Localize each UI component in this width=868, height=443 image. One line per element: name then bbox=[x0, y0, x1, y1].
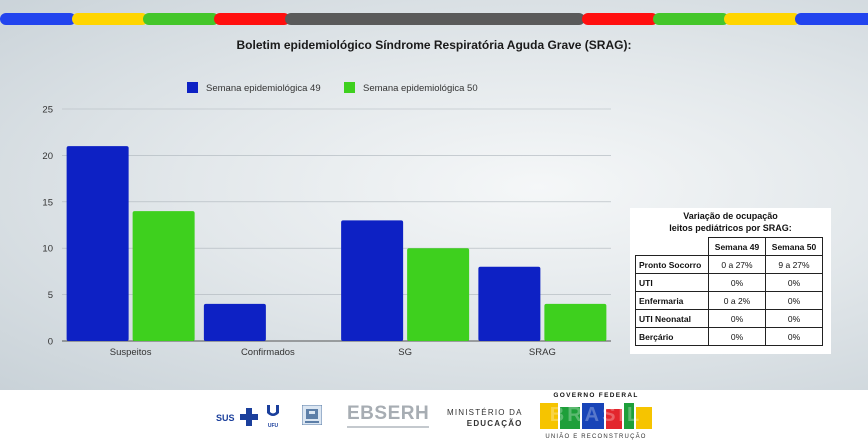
sus-cross-icon bbox=[239, 408, 258, 426]
ministry-logo: MINISTÉRIO DA EDUCAÇÃO bbox=[447, 407, 523, 429]
x-axis-ticks: Suspeitos Confirmados SG SRAG bbox=[110, 347, 556, 358]
occupancy-header-row: Semana 49 Semana 50 bbox=[635, 237, 823, 256]
bar-series-1-suspeitos bbox=[66, 146, 129, 341]
bars bbox=[66, 146, 607, 341]
y-tick-label: 0 bbox=[48, 337, 53, 348]
cell-week-50: 0% bbox=[765, 291, 823, 310]
color-stripe-9 bbox=[795, 13, 868, 25]
y-tick-label: 25 bbox=[42, 105, 53, 116]
color-stripe-1 bbox=[0, 13, 76, 25]
row-label: Enfermaria bbox=[635, 291, 709, 310]
ebserh-subline-decoration bbox=[347, 426, 429, 428]
occupancy-header-week-50: Semana 50 bbox=[765, 237, 823, 256]
legend-swatch-series-1 bbox=[187, 82, 198, 93]
row-label: Berçário bbox=[635, 327, 709, 346]
legend-swatch-series-2 bbox=[344, 82, 355, 93]
cell-week-50: 9 a 27% bbox=[765, 255, 823, 274]
table-row: Berçário 0% 0% bbox=[635, 327, 823, 346]
table-row: Pronto Socorro 0 a 27% 9 a 27% bbox=[635, 255, 823, 274]
bar-series-1-sg bbox=[341, 220, 404, 341]
bar-series-2-sg bbox=[407, 248, 470, 341]
bar-series-2-srag bbox=[544, 303, 607, 341]
color-stripe-6 bbox=[582, 13, 658, 25]
table-row: UTI Neonatal 0% 0% bbox=[635, 309, 823, 328]
occupancy-title-line-2: leitos pediátricos por SRAG: bbox=[669, 223, 792, 233]
cell-week-49: 0% bbox=[708, 327, 766, 346]
legend: Semana epidemiológica 49 Semana epidemio… bbox=[187, 82, 478, 94]
ebserh-logo-text: EBSERH bbox=[347, 403, 430, 424]
bar-series-1-srag bbox=[478, 266, 541, 341]
color-stripe-8 bbox=[724, 13, 800, 25]
brasil-color-shapes bbox=[540, 403, 652, 429]
ebserh-logo: EBSERH bbox=[347, 404, 429, 428]
gov-label: GOVERNO FEDERAL bbox=[553, 392, 639, 399]
chart-background: Boletim epidemiológico Síndrome Respirat… bbox=[0, 0, 868, 390]
x-tick-label: Confirmados bbox=[241, 347, 295, 358]
x-tick-label: Suspeitos bbox=[110, 347, 152, 358]
cell-week-49: 0% bbox=[708, 309, 766, 328]
x-tick-label: SG bbox=[398, 347, 412, 358]
bar-series-1-confirmados bbox=[203, 303, 266, 341]
row-label: Pronto Socorro bbox=[635, 255, 709, 274]
occupancy-header-empty bbox=[635, 237, 709, 256]
bar-series-2-suspeitos bbox=[132, 211, 195, 341]
ministry-line-1: MINISTÉRIO DA bbox=[447, 408, 523, 417]
sus-logo-text: SUS bbox=[216, 413, 235, 424]
hospital-emblem-icon bbox=[301, 404, 323, 430]
cell-week-50: 0% bbox=[765, 309, 823, 328]
legend-label-series-2: Semana epidemiológica 50 bbox=[363, 83, 478, 94]
cell-week-50: 0% bbox=[765, 273, 823, 292]
occupancy-title-line-1: Variação de ocupação bbox=[683, 211, 778, 221]
y-tick-label: 10 bbox=[42, 244, 53, 255]
ufu-emblem-icon bbox=[267, 405, 279, 416]
gov-brasil-logo: GOVERNO FEDERAL BRASIL UNIÃO E RECONSTRU… bbox=[538, 390, 654, 442]
brasil-wordmark: BRASIL bbox=[538, 401, 654, 431]
cell-week-49: 0 a 2% bbox=[708, 291, 766, 310]
color-stripe-4 bbox=[214, 13, 290, 25]
chart-title: Boletim epidemiológico Síndrome Respirat… bbox=[236, 38, 632, 52]
ufu-logo-text: UFU bbox=[267, 423, 279, 429]
gov-slogan: UNIÃO E RECONSTRUÇÃO bbox=[545, 434, 647, 440]
y-tick-label: 5 bbox=[48, 290, 53, 301]
sus-logo: SUS bbox=[216, 408, 258, 426]
ministry-line-2: EDUCAÇÃO bbox=[466, 419, 523, 428]
y-tick-label: 20 bbox=[42, 151, 53, 162]
x-tick-label: SRAG bbox=[529, 347, 556, 358]
color-stripe-2 bbox=[72, 13, 148, 25]
occupancy-table: Semana 49 Semana 50 Pronto Socorro 0 a 2… bbox=[635, 237, 823, 346]
ufu-logo: UFU bbox=[264, 404, 282, 429]
y-tick-label: 15 bbox=[42, 197, 53, 208]
footer-logos: SUS UFU EBSERH MINISTÉRIO DA EDUCAÇÃO GO… bbox=[0, 390, 868, 443]
table-row: Enfermaria 0 a 2% 0% bbox=[635, 291, 823, 310]
row-label: UTI Neonatal bbox=[635, 309, 709, 328]
brasil-wordmark-text: BRASIL bbox=[549, 404, 643, 426]
color-stripe-3 bbox=[143, 13, 219, 25]
color-stripe-7 bbox=[653, 13, 729, 25]
cell-week-49: 0 a 27% bbox=[708, 255, 766, 274]
legend-label-series-1: Semana epidemiológica 49 bbox=[206, 83, 321, 94]
cell-week-49: 0% bbox=[708, 273, 766, 292]
bar-chart: 0 5 10 15 20 25 Suspeitos Confirmados SG SRAG Se… bbox=[42, 82, 611, 358]
color-stripe-5 bbox=[285, 13, 585, 25]
row-label: UTI bbox=[635, 273, 709, 292]
table-row: UTI 0% 0% bbox=[635, 273, 823, 292]
y-axis-ticks: 0 5 10 15 20 25 bbox=[42, 105, 53, 348]
occupancy-header-week-49: Semana 49 bbox=[708, 237, 766, 256]
occupancy-table-panel: Variação de ocupação leitos pediátricos … bbox=[630, 208, 831, 354]
cell-week-50: 0% bbox=[765, 327, 823, 346]
